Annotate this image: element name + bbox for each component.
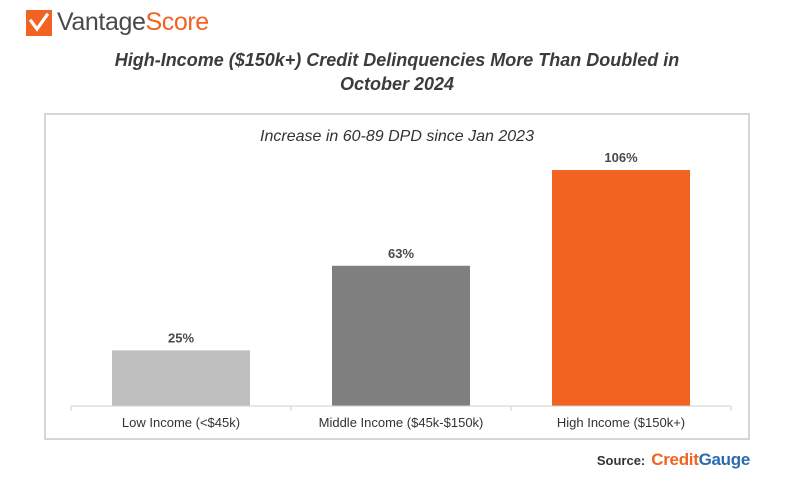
bar-low [112,350,250,406]
creditgauge-logo-credit: Credit [651,450,699,469]
x-tick-label-middle: Middle Income ($45k-$150k) [319,415,484,430]
data-label-high: 106% [604,150,638,165]
source-label: Source: [596,452,646,468]
vantagescore-checkmark-icon [26,9,52,36]
chart-title: Increase in 60-89 DPD since Jan 2023 [260,128,534,145]
logo-text-score: Score [145,8,209,36]
vantagescore-logo: VantageScore [26,8,209,37]
creditgauge-logo: CreditGauge [651,450,750,470]
logo-text: VantageScore [57,8,209,37]
source-credit: Source: CreditGauge [597,450,750,470]
data-label-low: 25% [168,330,194,345]
creditgauge-logo-gauge: Gauge [698,450,751,469]
chart-headline: High-Income ($150k+) Credit Delinquencie… [0,48,794,96]
bar-middle [332,265,470,406]
headline-line-1: High-Income ($150k+) Credit Delinquencie… [114,50,680,70]
bar-chart: 25% Low Income (<$45k) 63% Middle Income ($… [70,150,732,430]
bar-high [552,170,690,406]
logo-text-vantage: Vantage [57,8,146,36]
data-label-middle: 63% [388,246,414,261]
chart-frame: Increase in 60-89 DPD since Jan 2023 25%… [44,113,750,440]
x-tick-label-high: High Income ($150k+) [557,415,685,430]
x-tick-label-low: Low Income (<$45k) [122,415,240,430]
headline-line-2: October 2024 [339,74,455,94]
